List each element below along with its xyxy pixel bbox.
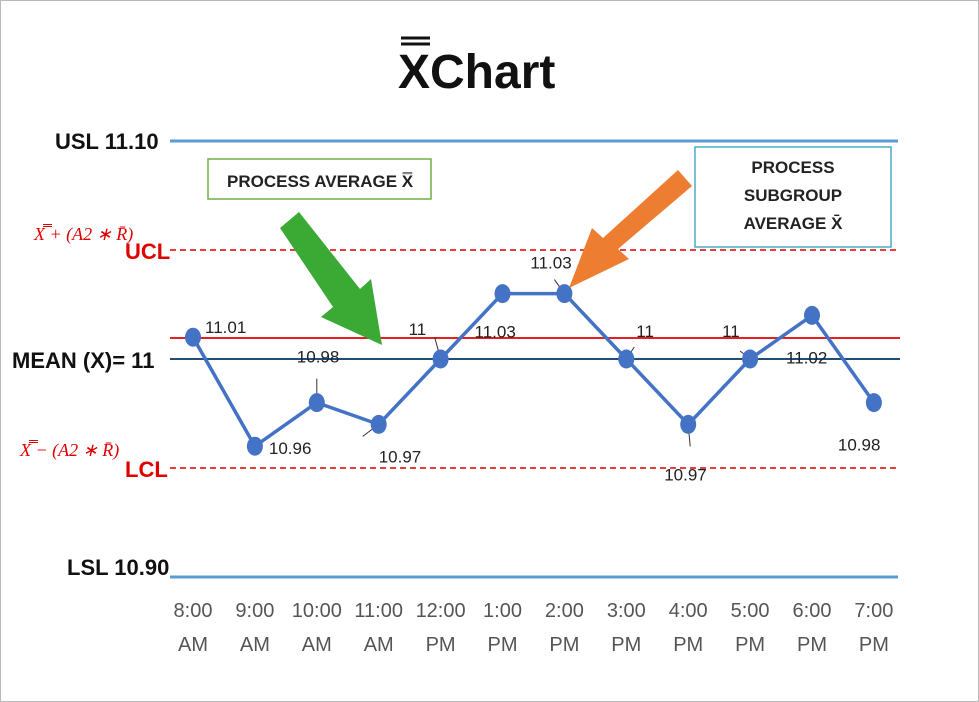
x-tick-label: 8:00 xyxy=(174,600,213,622)
data-point xyxy=(185,327,201,347)
data-label: 11 xyxy=(636,322,654,341)
data-label: 10.97 xyxy=(379,447,422,466)
green-arrow-icon xyxy=(280,212,382,345)
x-tick-label: 9:00 xyxy=(235,600,274,622)
data-point xyxy=(556,284,573,304)
series-layer: 11.01 10.96 10.98 10.97 11 11.03 11.03 11 10.97 1… xyxy=(185,254,882,484)
x-tick-label: PM xyxy=(426,634,456,656)
x-tick-label: 6:00 xyxy=(793,600,832,622)
data-point xyxy=(246,436,263,456)
data-label: 11 xyxy=(722,322,740,341)
data-point xyxy=(308,393,325,413)
ucl-label: UCL xyxy=(125,239,170,264)
x-tick-label: 11:00 xyxy=(354,600,403,622)
data-label: 10.98 xyxy=(838,436,881,455)
mean-label: MEAN (X)= 11 xyxy=(12,348,154,373)
x-tick-label: AM xyxy=(240,634,270,656)
data-point xyxy=(370,414,387,434)
subgroup-callout-box xyxy=(694,146,892,248)
data-label: 11.01 xyxy=(205,318,246,337)
x-tick-label: 10:00 xyxy=(292,600,342,622)
data-label: 10.98 xyxy=(297,348,340,367)
x-axis-ticks: 8:00 AM 9:00 AM 10:00 AM 11:00 AM 12:00 PM 1:00 PM 2… xyxy=(174,600,894,656)
usl-label: USL 11.10 xyxy=(55,129,159,154)
x-tick-label: 2:00 xyxy=(545,600,584,622)
data-point xyxy=(680,414,697,434)
x-tick-label: 3:00 xyxy=(607,600,646,622)
x-tick-label: AM xyxy=(178,634,208,656)
x-tick-label: 4:00 xyxy=(669,600,708,622)
x-tick-label: PM xyxy=(797,634,827,656)
data-point xyxy=(432,349,449,369)
ucl-formula: X̿ + (A2 ∗ R̄) xyxy=(33,223,133,245)
data-point xyxy=(865,393,882,413)
process-average-callout-box xyxy=(207,158,432,200)
subgroup-callout-line-3: AVERAGE X̄ xyxy=(744,214,844,233)
data-point xyxy=(804,305,820,325)
data-label: 11.03 xyxy=(475,323,516,342)
data-label: 10.97 xyxy=(664,465,707,484)
data-label: 11.02 xyxy=(786,348,827,367)
x-tick-label: PM xyxy=(549,634,579,656)
lsl-label: LSL 10.90 xyxy=(67,555,169,580)
lcl-formula: X̿ − (A2 ∗ R̄) xyxy=(19,439,119,461)
x-tick-label: PM xyxy=(488,634,518,656)
x-tick-label: PM xyxy=(673,634,703,656)
x-tick-label: PM xyxy=(735,634,765,656)
x-tick-label: AM xyxy=(364,634,394,656)
x-tick-label: AM xyxy=(302,634,332,656)
data-label: 10.96 xyxy=(269,439,312,458)
orange-arrow-icon xyxy=(569,170,692,288)
series-line xyxy=(191,291,876,448)
subgroup-callout-line-1: PROCESS xyxy=(751,158,834,177)
x-tick-label: PM xyxy=(611,634,641,656)
data-point xyxy=(494,284,511,304)
data-label: 11 xyxy=(409,320,427,339)
x-tick-label: 7:00 xyxy=(854,600,893,622)
x-tick-label: PM xyxy=(859,634,889,656)
lcl-label: LCL xyxy=(125,457,168,482)
data-point xyxy=(742,349,759,369)
chart-title: XChart xyxy=(398,46,555,99)
subgroup-callout-line-2: SUBGROUP xyxy=(744,186,842,205)
x-tick-label: 5:00 xyxy=(731,600,770,622)
data-label: 11.03 xyxy=(530,254,571,273)
data-point xyxy=(618,349,635,369)
x-tick-label: 12:00 xyxy=(416,600,466,622)
process-average-callout: PROCESS AVERAGE X̿ xyxy=(227,172,414,191)
x-tick-label: 1:00 xyxy=(483,600,522,622)
